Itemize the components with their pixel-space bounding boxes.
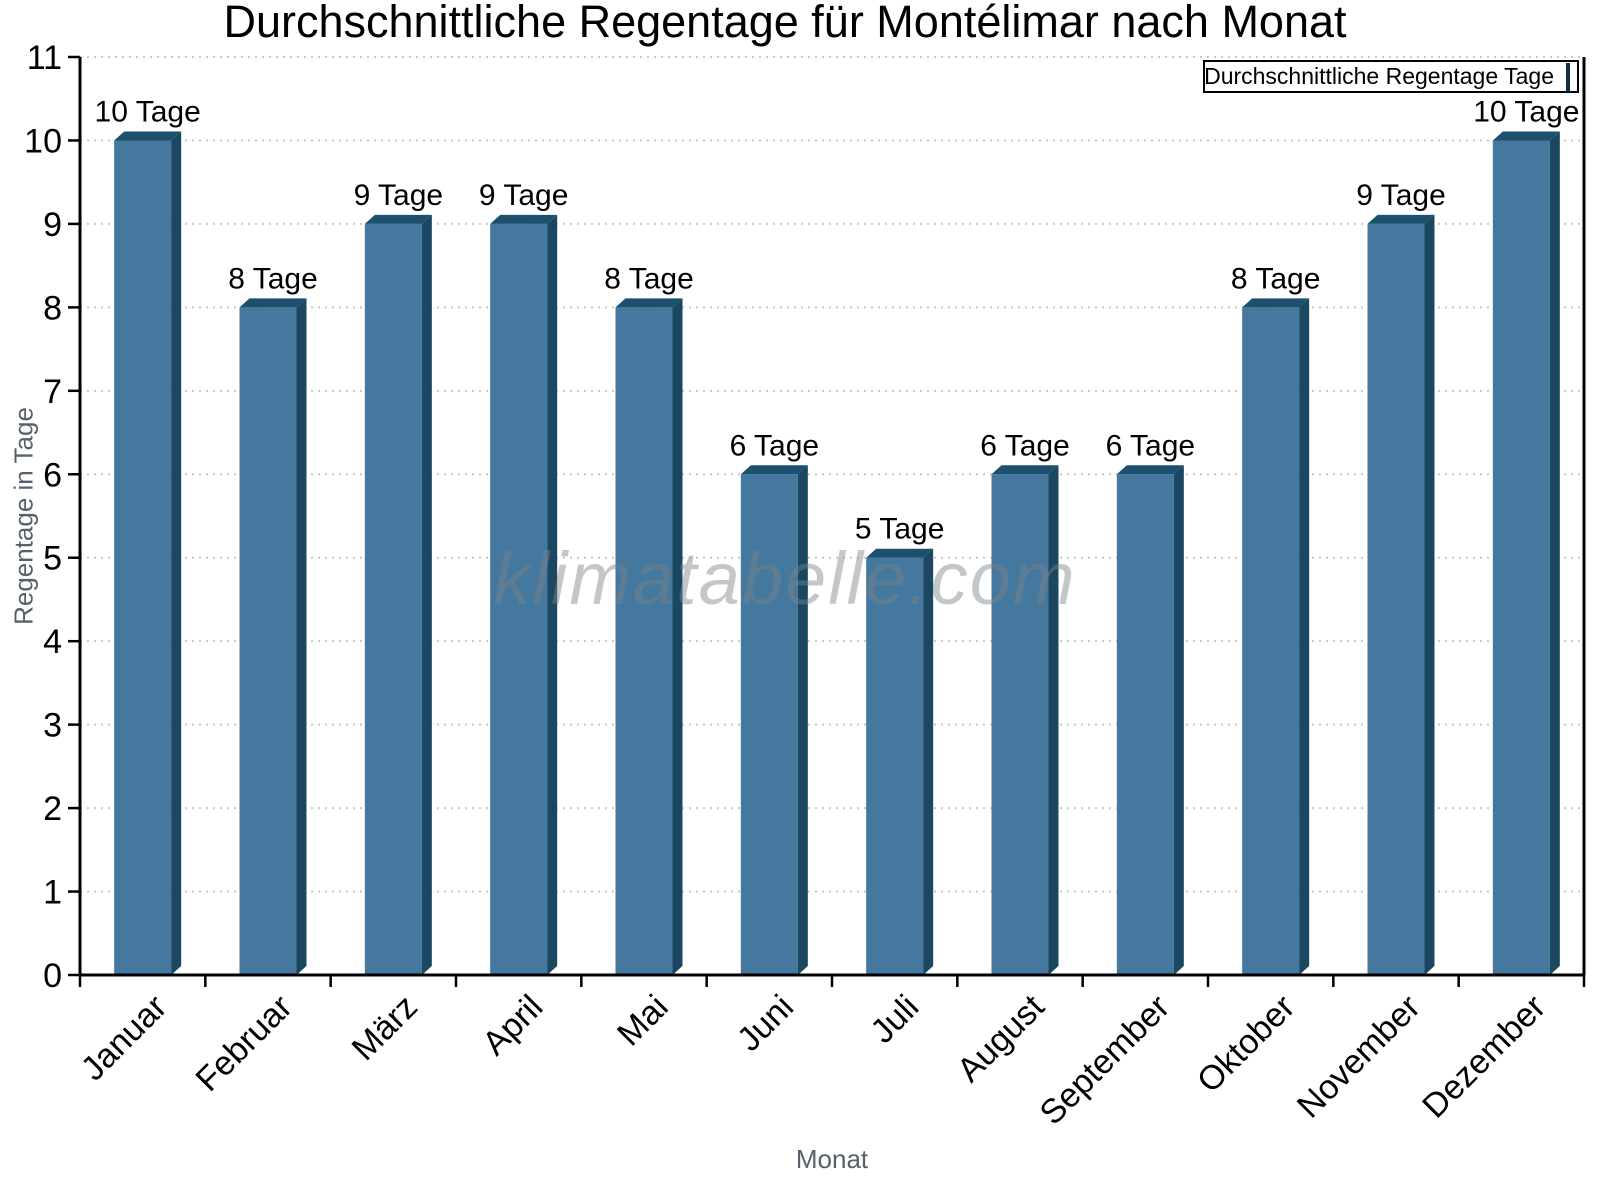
bar-top-bevel [1116, 465, 1184, 475]
y-tick-label: 8 [43, 289, 62, 327]
bar-top-bevel [490, 214, 558, 224]
bar-value-label: 8 Tage [228, 262, 318, 295]
y-tick-label: 1 [43, 874, 62, 912]
x-tick-label: Mai [610, 988, 676, 1054]
bar [866, 557, 924, 975]
bar-value-label: 10 Tage [1473, 95, 1579, 128]
bar-value-label: 9 Tage [479, 179, 569, 212]
bar-top-bevel [1367, 214, 1435, 224]
bar [615, 307, 673, 975]
bar-side-bevel [171, 131, 182, 976]
y-tick-label: 5 [43, 540, 62, 578]
y-tick-label: 10 [24, 122, 62, 160]
bar [1242, 307, 1300, 975]
bar-side-bevel [1048, 465, 1059, 975]
bar [1116, 474, 1174, 975]
bar [991, 474, 1049, 975]
bar [239, 307, 297, 975]
x-tick-label: September [1033, 988, 1177, 1132]
y-tick-label: 3 [43, 707, 62, 745]
bar-side-bevel [923, 548, 934, 975]
bar-value-label: 6 Tage [980, 429, 1070, 462]
bar [364, 223, 422, 976]
x-tick-label: Oktober [1190, 988, 1302, 1100]
legend-swatch-icon [1566, 62, 1570, 91]
bar-side-bevel [672, 298, 683, 975]
bar-value-label: 6 Tage [1106, 429, 1196, 462]
y-tick-label: 6 [43, 456, 62, 494]
bar-top-bevel [239, 298, 307, 308]
bar [1492, 140, 1550, 976]
bar [1367, 223, 1425, 976]
bar-side-bevel [1173, 465, 1184, 975]
x-tick-label: Dezember [1415, 988, 1553, 1126]
bar-top-bevel [1242, 298, 1310, 308]
bar-side-bevel [797, 465, 808, 975]
y-tick-label: 0 [43, 957, 62, 995]
x-tick-label: Februar [189, 988, 300, 1099]
y-axis-title: Regentage in Tage [8, 407, 39, 625]
bar-value-label: 10 Tage [95, 95, 201, 128]
y-tick-label: 4 [43, 623, 62, 661]
bar-value-label: 6 Tage [730, 429, 820, 462]
bar-value-label: 8 Tage [1231, 262, 1321, 295]
bar-top-bevel [866, 548, 934, 558]
y-tick-label: 7 [43, 373, 62, 411]
bar-value-label: 8 Tage [604, 262, 694, 295]
legend-label: Durchschnittliche Regentage Tage [1204, 63, 1554, 89]
bar-value-label: 9 Tage [1356, 179, 1446, 212]
bar [114, 140, 172, 976]
x-tick-label: März [345, 988, 425, 1068]
bar-side-bevel [1549, 131, 1560, 976]
x-tick-label: Juni [730, 988, 801, 1059]
bar-top-bevel [991, 465, 1059, 475]
bar-side-bevel [1424, 214, 1435, 976]
bar-top-bevel [615, 298, 683, 308]
bar-top-bevel [114, 131, 182, 141]
x-tick-label: November [1290, 988, 1428, 1126]
bar-side-bevel [421, 214, 432, 976]
x-tick-label: August [950, 987, 1052, 1089]
legend: Durchschnittliche Regentage Tage [1203, 60, 1579, 93]
bar-side-bevel [1299, 298, 1310, 975]
y-tick-label: 2 [43, 790, 62, 828]
x-tick-label: Juli [863, 988, 926, 1051]
bar-top-bevel [740, 465, 808, 475]
y-tick-label: 11 [27, 39, 62, 77]
bar-value-label: 5 Tage [855, 513, 945, 546]
x-tick-label: April [475, 988, 550, 1063]
y-tick-label: 9 [43, 206, 62, 244]
chart-title: Durchschnittliche Regentage für Montélim… [223, 0, 1347, 47]
bar-side-bevel [296, 298, 307, 975]
bar [490, 223, 548, 976]
bar-side-bevel [547, 214, 558, 976]
bar-top-bevel [1492, 131, 1560, 141]
x-tick-label: Januar [74, 988, 174, 1088]
bar-value-label: 9 Tage [354, 179, 444, 212]
bar-top-bevel [364, 214, 432, 224]
x-axis-title: Monat [795, 1144, 869, 1174]
bar [740, 474, 798, 975]
